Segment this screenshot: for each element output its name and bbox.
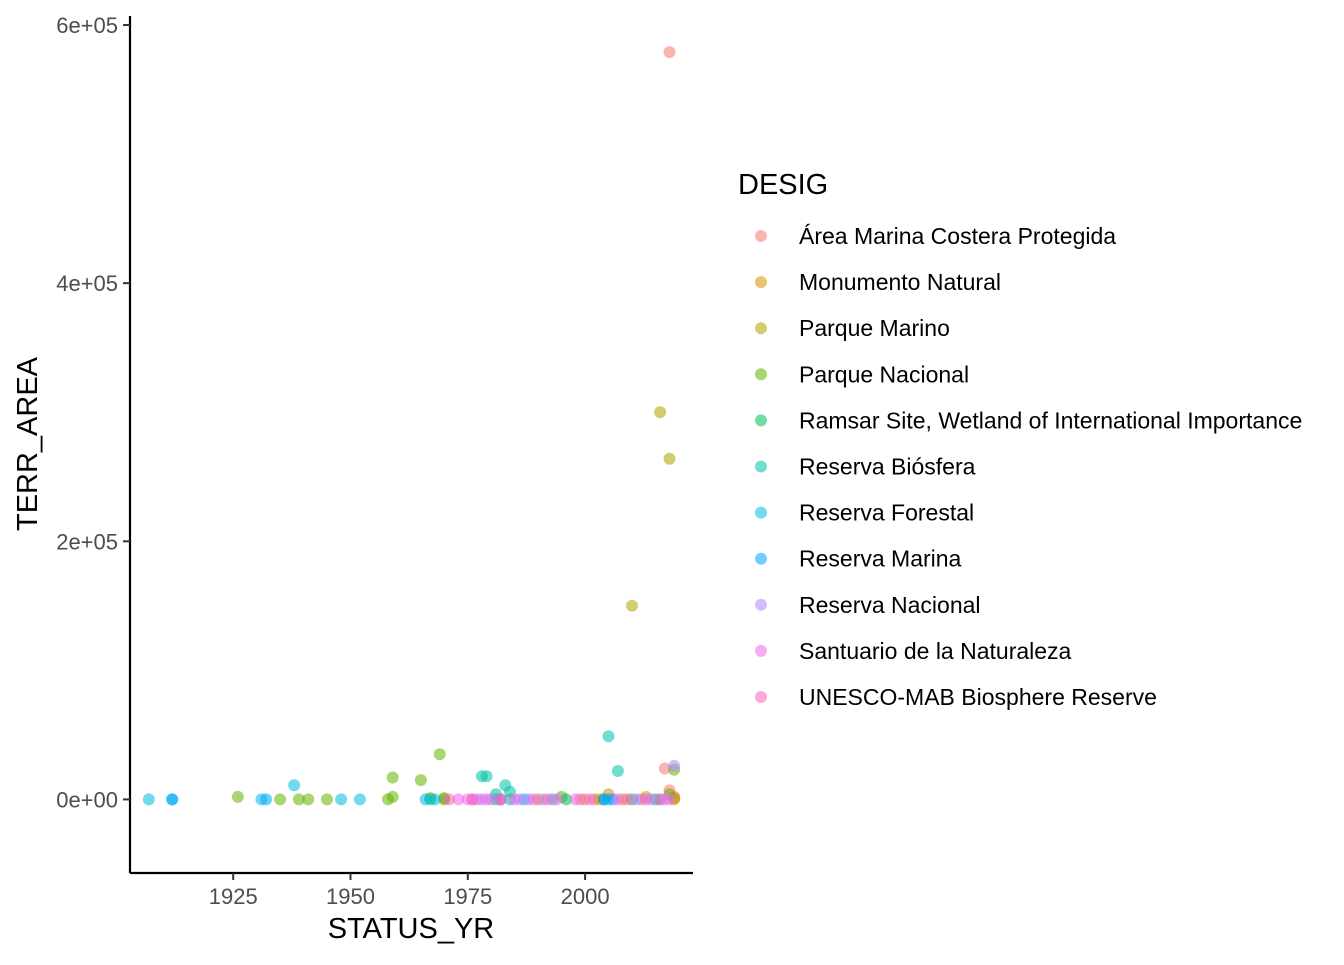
data-point [611,765,624,777]
legend-label: Reserva Marina [799,546,962,572]
legend-label: Área Marina Costera Protegida [799,223,1116,249]
data-point [541,793,554,806]
data-point [433,748,446,761]
data-point [166,793,179,806]
data-point [480,770,493,783]
x-ticks: 1925 1950 1975 2000 [209,873,610,909]
legend-label: UNESCO-MAB Biosphere Reserve [799,684,1157,710]
data-point [640,793,653,806]
data-point [569,793,582,806]
x-tick-label: 1975 [443,884,492,909]
legend-label: Monumento Natural [799,269,1001,295]
data-point [353,793,366,806]
data-point [302,793,315,806]
legend-key [755,414,767,427]
data-point [494,793,507,806]
data-point [321,793,333,806]
data-point [626,599,638,612]
data-point [419,793,432,806]
data-point [583,793,596,806]
legend-key [755,552,767,565]
legend-label: Reserva Forestal [799,500,974,526]
data-point [288,779,301,792]
data-point [658,762,671,775]
y-tick-label: 4e+05 [56,271,118,296]
data-point [335,793,348,806]
legend-key [755,598,767,611]
points-layer [142,46,681,806]
data-point [260,793,273,806]
legend-title: DESIG [738,169,828,201]
legend-key [755,460,767,473]
data-point [527,793,540,806]
y-tick-label: 2e+05 [56,529,118,554]
data-point [550,793,563,806]
data-point [480,793,493,806]
data-point [611,793,624,806]
data-point [630,793,643,806]
x-tick-label: 2000 [561,884,610,909]
data-point [560,793,573,806]
legend-label: Ramsar Site, Wetland of International Im… [799,407,1302,433]
y-axis-title: TERR_AREA [12,356,44,531]
data-point [602,730,615,743]
legend-label: Santuario de la Naturaleza [799,638,1072,664]
legend-label: Reserva Nacional [799,592,981,618]
data-point [668,759,681,772]
data-point [654,793,667,806]
legend: DESIG Área Marina Costera Protegida Monum… [738,169,1302,710]
data-point [663,452,676,465]
legend-key [755,322,767,335]
data-point [471,793,484,806]
data-point [386,771,399,784]
data-point [414,774,427,787]
legend-key [755,644,767,657]
legend-label: Parque Nacional [799,361,969,387]
legend-key [755,276,767,289]
data-point [274,793,287,806]
axes-layer [128,16,693,875]
data-point [142,793,155,806]
x-tick-label: 1925 [209,884,258,909]
data-point [663,46,676,59]
data-point [621,793,634,806]
legend-key [755,506,767,519]
data-point [654,406,667,419]
data-point [508,793,521,806]
legend-key [755,691,767,703]
data-point [429,793,441,806]
x-axis-title: STATUS_YR [328,913,495,945]
legend-key [755,368,767,381]
data-point [231,790,244,803]
data-point [443,793,455,806]
data-point [386,790,399,803]
x-tick-label: 1950 [326,884,375,909]
data-point [452,793,465,806]
legend-label: Reserva Biósfera [799,454,976,480]
y-tick-label: 6e+05 [56,13,118,38]
legend-key [755,230,767,242]
y-tick-label: 0e+00 [56,787,118,812]
y-ticks: 0e+00 2e+05 4e+05 6e+05 [56,13,130,812]
data-point [663,793,676,806]
legend-items: Área Marina Costera Protegida Monumento N… [755,223,1302,710]
legend-label: Parque Marino [799,315,950,341]
data-point [292,793,305,806]
